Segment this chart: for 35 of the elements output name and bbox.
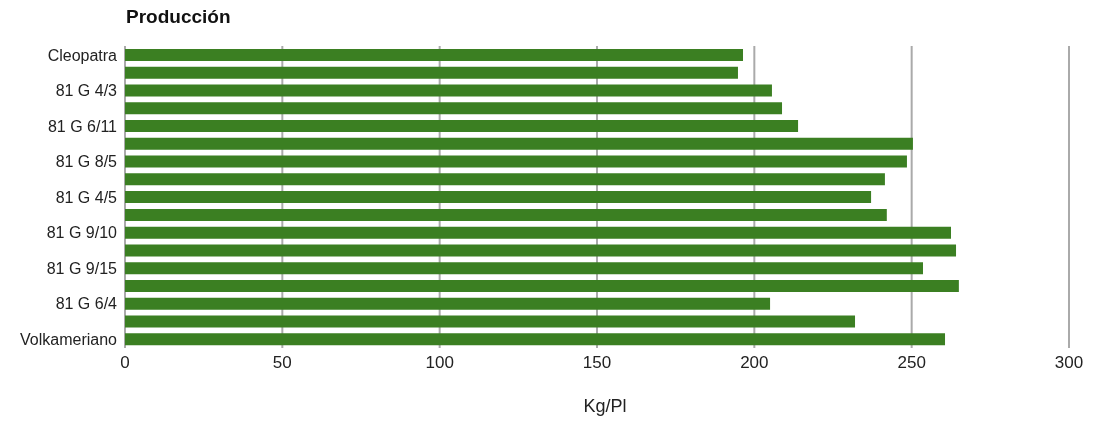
bar [125, 226, 951, 239]
bar [125, 137, 913, 150]
y-tick-label: 81 G 6/4 [55, 295, 118, 313]
y-tick-label: 81 G 4/3 [55, 82, 118, 100]
x-tick-label: 200 [740, 353, 769, 373]
x-tick-label: 300 [1054, 353, 1084, 373]
y-tick-label: 81 G 8/5 [55, 153, 118, 171]
y-tick-label: Cleopatra [47, 46, 118, 64]
bar [125, 315, 856, 328]
x-tick-label: 250 [897, 353, 926, 373]
bar [125, 173, 885, 186]
bar [125, 297, 771, 310]
bar [125, 102, 783, 115]
x-tick-label: 100 [425, 353, 454, 373]
y-tick-label: 81 G 4/5 [55, 188, 118, 206]
y-tick-label: 81 G 6/11 [47, 117, 118, 135]
bar [125, 49, 744, 61]
x-tick-label: 0 [120, 353, 130, 373]
bar [125, 279, 959, 292]
bar [125, 66, 738, 79]
y-tick-label: 81 G 9/15 [46, 259, 118, 277]
bar [125, 120, 799, 133]
chart-title: Producción [126, 6, 231, 28]
bar [125, 155, 907, 168]
x-axis-title: Kg/Pl [582, 396, 628, 417]
bar [125, 244, 957, 257]
y-tick-label: 81 G 9/10 [46, 224, 118, 242]
bar [125, 262, 923, 275]
x-tick-label: 50 [272, 353, 292, 373]
x-tick-label: 150 [582, 353, 612, 373]
y-tick-label: Volkameriano [20, 330, 118, 348]
bar [125, 333, 946, 346]
bar [125, 84, 772, 97]
bar [125, 208, 887, 221]
bar [125, 191, 872, 204]
